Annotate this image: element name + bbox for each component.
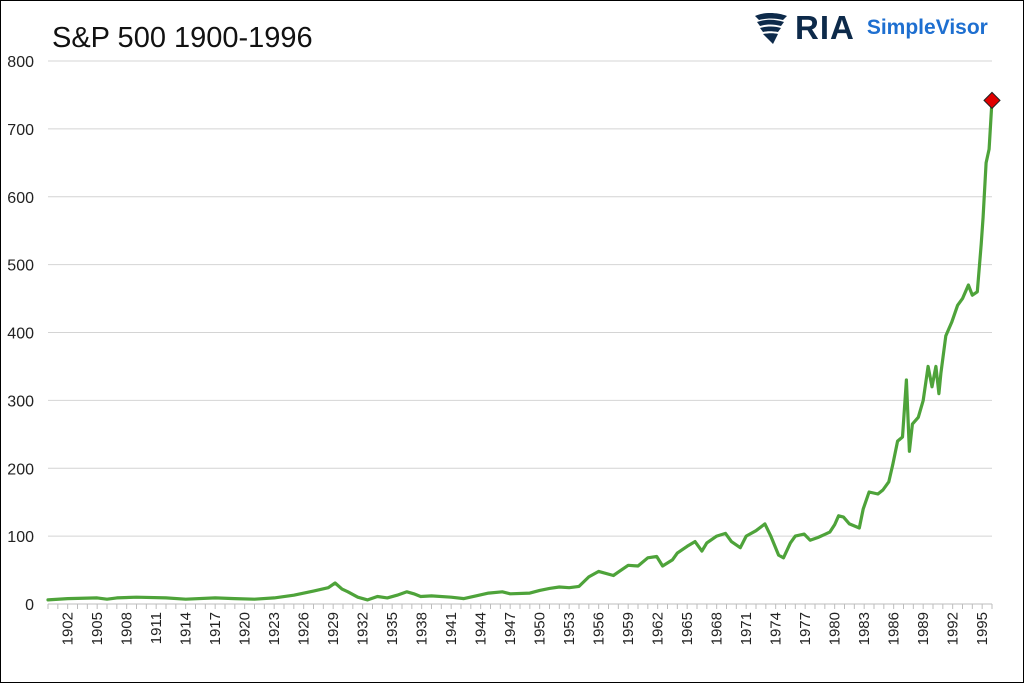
x-tick-label: 1917: [207, 612, 224, 645]
brand-product: SimpleVisor: [866, 16, 988, 39]
x-tick-label: 1950: [532, 612, 549, 645]
x-tick-label: 1956: [591, 612, 608, 645]
y-tick-label: 400: [7, 326, 34, 343]
x-tick-label: 1989: [915, 612, 932, 645]
x-tick-label: 1914: [178, 612, 195, 645]
x-tick-label: 1947: [502, 612, 519, 645]
x-tick-label: 1929: [325, 612, 342, 645]
y-tick-label: 200: [7, 461, 34, 478]
x-tick-label: 1920: [237, 612, 254, 645]
x-tick-label: 1911: [148, 612, 165, 644]
x-tick-label: 1968: [709, 612, 726, 645]
x-tick-label: 1986: [886, 612, 903, 645]
y-tick-label: 800: [7, 54, 34, 71]
x-tick-label: 1971: [738, 612, 755, 645]
x-tick-label: 1905: [89, 612, 106, 645]
x-tick-label: 1977: [797, 612, 814, 645]
x-tick-label: 1941: [443, 612, 460, 645]
series-line: [46, 98, 994, 602]
x-tick-label: 1995: [974, 612, 991, 645]
x-tick-label: 1980: [827, 612, 844, 645]
eagle-icon: [755, 13, 787, 44]
x-tick-label: 1908: [119, 612, 136, 645]
x-tick-label: 1932: [355, 612, 372, 645]
x-tick-label: 1983: [856, 612, 873, 645]
y-tick-label: 100: [7, 529, 34, 546]
x-tick-label: 1962: [650, 612, 667, 645]
x-tick-label: 1974: [768, 612, 785, 645]
x-tick-label: 1923: [266, 612, 283, 645]
y-tick-label: 300: [7, 393, 34, 410]
x-tick-label: 1938: [414, 612, 431, 645]
y-tick-label: 500: [7, 258, 34, 275]
x-tick-label: 1944: [473, 612, 490, 645]
chart-title: S&P 500 1900-1996: [52, 22, 313, 54]
y-tick-label: 600: [7, 190, 34, 207]
x-tick-label: 1959: [620, 612, 637, 645]
y-tick-label: 0: [25, 597, 34, 614]
x-tick-label: 1902: [60, 612, 77, 645]
x-tick-label: 1965: [679, 612, 696, 645]
x-tick-label: 1953: [561, 612, 578, 645]
x-tick-label: 1935: [384, 612, 401, 645]
brand-name: RIA: [795, 9, 855, 46]
x-tick-label: 1992: [945, 612, 962, 645]
brand-logo: RIA SimpleVisor: [753, 8, 988, 48]
end-point-marker: [983, 91, 1001, 110]
x-tick-label: 1926: [296, 612, 313, 645]
y-tick-label: 700: [7, 122, 34, 139]
